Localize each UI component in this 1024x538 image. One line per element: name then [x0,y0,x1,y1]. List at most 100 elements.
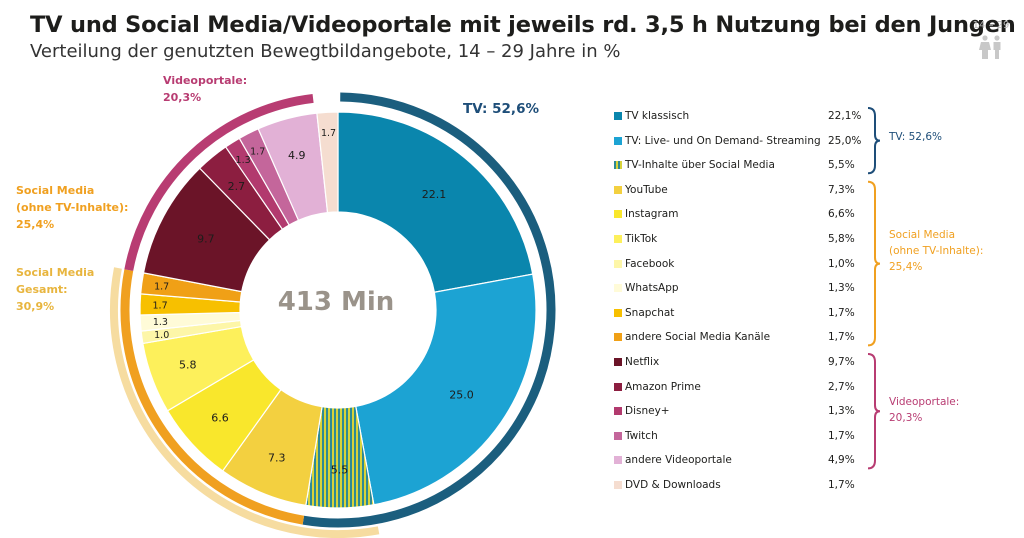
legend-label: WhatsApp [625,282,679,295]
legend-value: 1,7% [828,429,855,442]
slice-label-tiktok: 5.8 [179,359,197,372]
slice-label-amazon-prime: 2.7 [228,180,246,193]
slice-label-netflix: 9.7 [197,232,215,245]
legend-item-netflix: Netflix 9,7% [614,353,855,371]
legend-label: TikTok [625,233,658,245]
slice-label-disney: 1.3 [236,155,251,166]
legend-value: 5,8% [828,233,855,245]
legend-label: YouTube [625,183,668,196]
legend-item-andere-videoportale: andere Videoportale 4,9% [614,451,855,469]
legend-swatch [614,112,622,120]
legend-group-tv: TV: 52,6% [889,131,942,143]
legend-label: TV klassisch [625,110,690,122]
slice-label-youtube: 7.3 [268,451,286,464]
age-range-label: 14 – 29 [972,20,1010,31]
social-media-total-label: Social Media Gesamt: 30,9% [16,266,95,313]
legend-label: andere Social Media Kanäle [625,331,771,344]
legend-swatch [614,431,622,440]
legend-bracket-social-media [867,180,881,347]
legend-label: Netflix [625,356,660,368]
legend-value: 7,3% [828,183,855,196]
outer-arc-social-media [120,269,305,525]
outer-arc-tv [302,92,556,528]
legend-group-social-media: Social Media (ohne TV-Inhalte): 25,4% [889,229,984,273]
legend-item-twitch: Twitch 1,7% [614,427,855,445]
legend-value: 1,7% [828,479,855,491]
total-minutes-label: 413 Min [277,287,395,317]
legend-item-instagram: Instagram 6,6% [614,205,855,223]
legend-item-amazon-prime: Amazon Prime 2,7% [614,378,855,396]
legend-swatch [614,308,622,317]
legend-item-whatsapp: WhatsApp 1,3% [614,279,855,297]
slice-label-instagram: 6.6 [211,412,229,425]
legend-swatch [614,235,622,243]
legend-value: 1,0% [828,257,855,270]
legend-label: TV: Live- und On Demand- Streaming [625,134,821,147]
legend-swatch [614,358,622,366]
legend-value: 1,7% [828,331,855,344]
slice-label-tv-klassisch: 22.1 [422,188,447,201]
slice-label-andere-social-media-kan-le: 1.7 [154,282,169,293]
legend-label: Snapchat [625,306,675,319]
slice-label-tv-live-und-on-demand-streaming: 25.0 [449,389,474,402]
legend-label: Amazon Prime [625,380,701,393]
legend-value: 9,7% [828,356,855,368]
legend-label: TV-Inhalte über Social Media [625,159,775,172]
videoportale-group-label: Videoportale: 20,3% [163,74,248,104]
chart-title: TV und Social Media/Videoportale mit jew… [30,12,1016,38]
legend-swatch [614,161,622,170]
slice-label-tv-inhalte-ber-social-media: 5.5 [331,463,349,476]
legend-item-tiktok: TikTok 5,8% [614,230,855,248]
legend-item-tv-inhalte-ber-social-media: TV-Inhalte über Social Media 5,5% [614,156,855,174]
slice-dvd-downloads [316,111,339,214]
legend-bracket-videoportale [867,353,881,470]
legend-group-videoportale: Videoportale: 20,3% [889,396,960,424]
legend-label: Disney+ [625,405,670,418]
chart-subtitle: Verteilung der genutzten Bewegtbildangeb… [30,41,621,62]
legend-value: 22,1% [828,110,862,122]
tv-group-label: TV: 52,6% [463,101,539,117]
people-icon [979,35,1001,59]
legend-label: Twitch [625,429,658,442]
slice-label-snapchat: 1.7 [153,300,168,311]
legend-value: 1,3% [828,405,855,418]
legend-swatch [614,136,622,145]
slice-label-twitch: 1.7 [250,147,265,158]
legend-label: Instagram [625,208,679,221]
legend-value: 1,3% [828,282,855,295]
legend-value: 6,6% [828,208,855,221]
outer-arc-social-media-total [110,267,380,538]
legend-item-snapchat: Snapchat 1,7% [614,304,855,322]
legend-label: DVD & Downloads [625,479,721,491]
legend-bracket-tv [867,107,881,175]
legend-value: 5,5% [828,159,855,172]
legend-item-youtube: YouTube 7,3% [614,181,855,199]
legend-item-disney: Disney+ 1,3% [614,402,855,420]
slice-tv-klassisch [337,111,534,293]
slice-label-dvd-downloads: 1.7 [321,128,336,139]
legend-swatch [614,185,622,194]
outer-arc-videoportale [124,93,314,271]
legend-value: 4,9% [828,454,855,467]
legend-label: Facebook [625,257,675,270]
legend-item-facebook: Facebook 1,0% [614,255,855,273]
legend-swatch [614,407,622,416]
legend-item-andere-social-media-kan-le: andere Social Media Kanäle 1,7% [614,328,855,346]
legend-value: 1,7% [828,306,855,319]
slice-tv-live-und-on-demand-streaming [355,273,537,506]
legend-swatch [614,210,622,219]
age-group-badge: 14 – 29 [971,20,1011,59]
legend-value: 25,0% [828,134,862,147]
slice-label-whatsapp: 1.3 [153,317,168,328]
legend-item-tv-klassisch: TV klassisch 22,1% [614,107,861,125]
legend-item-tv-live-und-on-demand-streaming: TV: Live- und On Demand- Streaming 25,0% [614,132,861,150]
slice-label-andere-videoportale: 4.9 [288,149,306,162]
legend-item-dvd-downloads: DVD & Downloads 1,7% [614,476,855,494]
legend-swatch [614,481,622,489]
legend-swatch [614,382,622,391]
legend-swatch [614,333,622,342]
legend-value: 2,7% [828,380,855,393]
legend-swatch [614,259,622,268]
legend-label: andere Videoportale [625,454,732,467]
